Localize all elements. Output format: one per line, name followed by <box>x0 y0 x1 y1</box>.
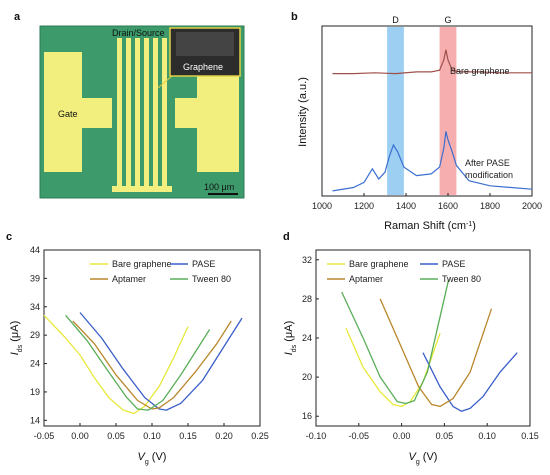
pase-transfer-curve <box>422 352 518 412</box>
panel-letter-c: c <box>6 231 12 243</box>
bare-graphene-curve-label: Bare graphene <box>450 66 510 76</box>
legend-label-bare: Bare graphene <box>349 259 409 269</box>
raman-series <box>332 49 533 192</box>
panel-letter-b: b <box>291 11 298 23</box>
g-band-label: G <box>444 15 451 25</box>
g-band <box>439 27 457 195</box>
x-tick-label: -0.05 <box>34 431 55 441</box>
x-tick-label: 0.05 <box>436 431 454 441</box>
transfer-c-y-axis-label: Ids (μA) <box>9 321 24 356</box>
scale-bar-label: 100 μm <box>204 182 234 192</box>
x-tick-label: 0.05 <box>107 431 125 441</box>
transfer-d-x-ticks: -0.10 -0.05 0.00 0.05 0.10 0.15 <box>306 423 539 441</box>
y-tick-label: 28 <box>302 294 312 304</box>
transfer-d-x-axis-label: Vg (V) <box>409 451 438 466</box>
transfer-d-legend: Bare graphene PASE Aptamer Tween 80 <box>327 259 481 284</box>
transfer-c-y-ticks: 14 19 24 29 34 39 44 <box>30 245 47 425</box>
bare-transfer-curve <box>43 314 189 415</box>
y-tick-label: 44 <box>30 245 40 255</box>
x-tick-label: 0.15 <box>521 431 539 441</box>
aptamer-transfer-curve <box>379 298 493 408</box>
after-pase-spectrum <box>332 131 533 192</box>
pase-transfer-curve <box>79 312 243 411</box>
transfer-c-legend: Bare graphene PASE Aptamer Tween 80 <box>90 259 231 284</box>
y-tick-label: 20 <box>302 372 312 382</box>
gate-pad-right <box>197 60 239 172</box>
x-tick-label: -0.05 <box>349 431 370 441</box>
legend-label-bare: Bare graphene <box>112 259 172 269</box>
bare-graphene-spectrum <box>332 49 532 75</box>
legend-label-aptamer: Aptamer <box>112 274 146 284</box>
x-tick-label: 2000 <box>522 201 542 211</box>
drain-source-label: Drain/Source <box>112 28 165 38</box>
y-tick-label: 19 <box>30 387 40 397</box>
x-tick-label: 0.10 <box>143 431 161 441</box>
d-band-label: D <box>392 15 399 25</box>
inset-pointer <box>157 75 173 89</box>
d-band <box>387 27 404 195</box>
gate-arm-right <box>175 98 200 128</box>
panel-letter-a: a <box>14 11 21 23</box>
x-tick-label: 1800 <box>480 201 500 211</box>
gate-label: Gate <box>58 109 78 119</box>
transfer-c-x-ticks: -0.05 0.00 0.05 0.10 0.15 0.20 0.25 <box>34 423 269 441</box>
raman-y-axis-label: Intensity (a.u.) <box>297 77 309 147</box>
y-tick-label: 24 <box>302 333 312 343</box>
x-tick-label: 0.10 <box>478 431 496 441</box>
raman-plot-frame <box>321 25 533 197</box>
graphene-label: Graphene <box>183 62 223 72</box>
y-tick-label: 34 <box>30 302 40 312</box>
legend-label-pase: PASE <box>442 259 465 269</box>
raman-x-axis-label: Raman Shift (cm-1) <box>384 220 476 232</box>
x-tick-label: 1600 <box>438 201 458 211</box>
y-tick-label: 29 <box>30 330 40 340</box>
after-pase-label-line2: modification <box>465 170 513 180</box>
y-tick-label: 14 <box>30 415 40 425</box>
tween-transfer-curve <box>65 314 211 411</box>
raman-x-ticks: 1000 1200 1400 1600 1800 2000 <box>312 193 542 211</box>
x-tick-label: 0.00 <box>71 431 89 441</box>
panel-c: c 14 19 24 29 34 39 44 -0.05 0.00 0.05 0.10 0.15 0.… <box>6 231 269 466</box>
transfer-d-series <box>341 279 518 412</box>
gate-arm-left <box>82 98 112 128</box>
transfer-d-y-ticks: 16 20 24 28 32 <box>302 255 319 421</box>
tween-transfer-curve <box>341 279 450 405</box>
after-pase-label-line1: After PASE <box>465 158 510 168</box>
transfer-d-y-axis-label: Ids (μA) <box>283 321 298 356</box>
y-tick-label: 32 <box>302 255 312 265</box>
transfer-c-series <box>43 312 243 415</box>
drain-source-electrodes <box>112 38 172 192</box>
legend-label-aptamer: Aptamer <box>349 274 383 284</box>
panel-letter-d: d <box>283 231 290 243</box>
legend-label-tween: Tween 80 <box>442 274 481 284</box>
gate-pad-left <box>44 52 82 172</box>
y-tick-label: 16 <box>302 411 312 421</box>
x-tick-label: -0.10 <box>306 431 327 441</box>
x-tick-label: 0.20 <box>215 431 233 441</box>
x-tick-label: 1000 <box>312 201 332 211</box>
legend-label-tween: Tween 80 <box>192 274 231 284</box>
x-tick-label: 1400 <box>396 201 416 211</box>
aptamer-transfer-curve <box>72 320 232 410</box>
x-tick-label: 0.00 <box>393 431 411 441</box>
x-tick-label: 0.25 <box>251 431 269 441</box>
y-tick-label: 24 <box>30 359 40 369</box>
y-tick-label: 39 <box>30 273 40 283</box>
panel-b: b D G 1000 1200 1400 1600 1800 2000 Bare grap… <box>291 11 542 232</box>
panel-a: a Drain/Source Gate Graphene 100 μm <box>14 11 245 199</box>
x-tick-label: 0.15 <box>179 431 197 441</box>
x-tick-label: 1200 <box>354 201 374 211</box>
legend-label-pase: PASE <box>192 259 215 269</box>
transfer-c-x-axis-label: Vg (V) <box>138 451 167 466</box>
